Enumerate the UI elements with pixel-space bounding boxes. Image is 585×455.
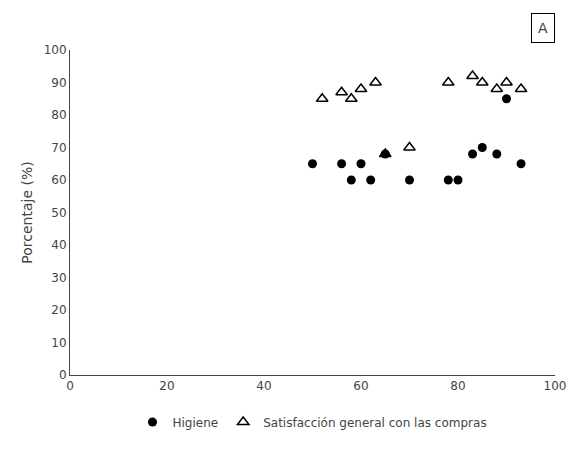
svg-text:A: A <box>538 20 548 36</box>
svg-text:40: 40 <box>256 379 271 393</box>
svg-text:20: 20 <box>159 379 174 393</box>
svg-text:80: 80 <box>450 379 465 393</box>
svg-text:0: 0 <box>66 379 74 393</box>
svg-text:80: 80 <box>51 108 66 122</box>
svg-text:Satisfacción general con las c: Satisfacción general con las compras <box>263 416 486 430</box>
svg-text:90: 90 <box>51 76 66 90</box>
svg-text:30: 30 <box>51 271 66 285</box>
svg-text:Porcentaje (%): Porcentaje (%) <box>19 161 35 263</box>
svg-text:Higiene: Higiene <box>173 416 219 430</box>
svg-text:60: 60 <box>51 173 66 187</box>
svg-text:100: 100 <box>544 379 567 393</box>
svg-text:20: 20 <box>51 303 66 317</box>
svg-text:10: 10 <box>51 336 66 350</box>
svg-text:70: 70 <box>51 141 66 155</box>
svg-text:40: 40 <box>51 238 66 252</box>
svg-text:60: 60 <box>353 379 368 393</box>
svg-text:100: 100 <box>44 43 67 57</box>
svg-text:0: 0 <box>59 368 67 382</box>
svg-text:50: 50 <box>51 206 66 220</box>
